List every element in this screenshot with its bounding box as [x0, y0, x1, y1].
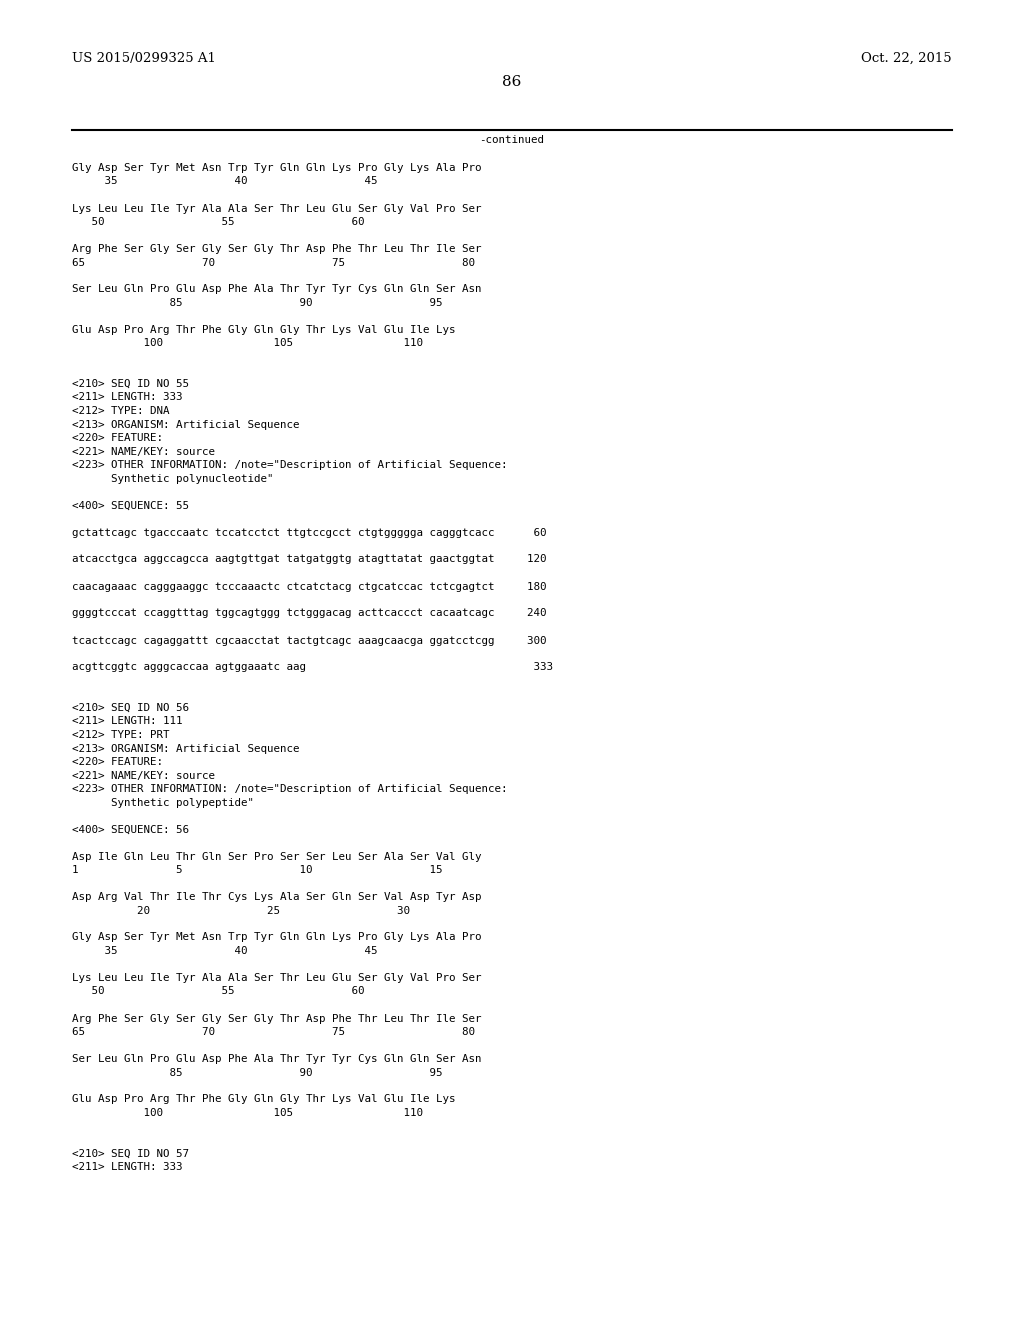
Text: 100                 105                 110: 100 105 110 — [72, 1107, 423, 1118]
Text: <223> OTHER INFORMATION: /note="Description of Artificial Sequence:: <223> OTHER INFORMATION: /note="Descript… — [72, 784, 508, 795]
Text: Gly Asp Ser Tyr Met Asn Trp Tyr Gln Gln Lys Pro Gly Lys Ala Pro: Gly Asp Ser Tyr Met Asn Trp Tyr Gln Gln … — [72, 932, 481, 942]
Text: 85                  90                  95: 85 90 95 — [72, 298, 442, 308]
Text: ggggtcccat ccaggtttag tggcagtggg tctgggacag acttcaccct cacaatcagc     240: ggggtcccat ccaggtttag tggcagtggg tctggga… — [72, 609, 547, 619]
Text: <210> SEQ ID NO 56: <210> SEQ ID NO 56 — [72, 704, 189, 713]
Text: <211> LENGTH: 111: <211> LENGTH: 111 — [72, 717, 182, 726]
Text: 100                 105                 110: 100 105 110 — [72, 338, 423, 348]
Text: 86: 86 — [503, 75, 521, 88]
Text: -continued: -continued — [479, 135, 545, 145]
Text: <400> SEQUENCE: 56: <400> SEQUENCE: 56 — [72, 825, 189, 834]
Text: 50                  55                  60: 50 55 60 — [72, 986, 365, 997]
Text: 35                  40                  45: 35 40 45 — [72, 177, 378, 186]
Text: atcacctgca aggccagcca aagtgttgat tatgatggtg atagttatat gaactggtat     120: atcacctgca aggccagcca aagtgttgat tatgatg… — [72, 554, 547, 565]
Text: caacagaaac cagggaaggc tcccaaactc ctcatctacg ctgcatccac tctcgagtct     180: caacagaaac cagggaaggc tcccaaactc ctcatct… — [72, 582, 547, 591]
Text: 50                  55                  60: 50 55 60 — [72, 216, 365, 227]
Text: Lys Leu Leu Ile Tyr Ala Ala Ser Thr Leu Glu Ser Gly Val Pro Ser: Lys Leu Leu Ile Tyr Ala Ala Ser Thr Leu … — [72, 203, 481, 214]
Text: <211> LENGTH: 333: <211> LENGTH: 333 — [72, 392, 182, 403]
Text: acgttcggtc agggcaccaa agtggaaatc aag                                   333: acgttcggtc agggcaccaa agtggaaatc aag 333 — [72, 663, 553, 672]
Text: <221> NAME/KEY: source: <221> NAME/KEY: source — [72, 446, 215, 457]
Text: <400> SEQUENCE: 55: <400> SEQUENCE: 55 — [72, 500, 189, 511]
Text: Synthetic polypeptide": Synthetic polypeptide" — [72, 797, 254, 808]
Text: Synthetic polynucleotide": Synthetic polynucleotide" — [72, 474, 273, 483]
Text: <221> NAME/KEY: source: <221> NAME/KEY: source — [72, 771, 215, 780]
Text: <220> FEATURE:: <220> FEATURE: — [72, 756, 163, 767]
Text: <223> OTHER INFORMATION: /note="Description of Artificial Sequence:: <223> OTHER INFORMATION: /note="Descript… — [72, 459, 508, 470]
Text: <213> ORGANISM: Artificial Sequence: <213> ORGANISM: Artificial Sequence — [72, 743, 299, 754]
Text: 85                  90                  95: 85 90 95 — [72, 1068, 442, 1077]
Text: 35                  40                  45: 35 40 45 — [72, 946, 378, 956]
Text: tcactccagc cagaggattt cgcaacctat tactgtcagc aaagcaacga ggatcctcgg     300: tcactccagc cagaggattt cgcaacctat tactgtc… — [72, 635, 547, 645]
Text: Asp Ile Gln Leu Thr Gln Ser Pro Ser Ser Leu Ser Ala Ser Val Gly: Asp Ile Gln Leu Thr Gln Ser Pro Ser Ser … — [72, 851, 481, 862]
Text: Oct. 22, 2015: Oct. 22, 2015 — [861, 51, 952, 65]
Text: Arg Phe Ser Gly Ser Gly Ser Gly Thr Asp Phe Thr Leu Thr Ile Ser: Arg Phe Ser Gly Ser Gly Ser Gly Thr Asp … — [72, 1014, 481, 1023]
Text: 65                  70                  75                  80: 65 70 75 80 — [72, 257, 475, 268]
Text: <211> LENGTH: 333: <211> LENGTH: 333 — [72, 1162, 182, 1172]
Text: <213> ORGANISM: Artificial Sequence: <213> ORGANISM: Artificial Sequence — [72, 420, 299, 429]
Text: <210> SEQ ID NO 57: <210> SEQ ID NO 57 — [72, 1148, 189, 1159]
Text: gctattcagc tgacccaatc tccatcctct ttgtccgcct ctgtggggga cagggtcacc      60: gctattcagc tgacccaatc tccatcctct ttgtccg… — [72, 528, 547, 537]
Text: <210> SEQ ID NO 55: <210> SEQ ID NO 55 — [72, 379, 189, 389]
Text: 20                  25                  30: 20 25 30 — [72, 906, 410, 916]
Text: Glu Asp Pro Arg Thr Phe Gly Gln Gly Thr Lys Val Glu Ile Lys: Glu Asp Pro Arg Thr Phe Gly Gln Gly Thr … — [72, 1094, 456, 1105]
Text: US 2015/0299325 A1: US 2015/0299325 A1 — [72, 51, 216, 65]
Text: 1               5                  10                  15: 1 5 10 15 — [72, 865, 442, 875]
Text: Ser Leu Gln Pro Glu Asp Phe Ala Thr Tyr Tyr Cys Gln Gln Ser Asn: Ser Leu Gln Pro Glu Asp Phe Ala Thr Tyr … — [72, 285, 481, 294]
Text: 65                  70                  75                  80: 65 70 75 80 — [72, 1027, 475, 1038]
Text: <220> FEATURE:: <220> FEATURE: — [72, 433, 163, 444]
Text: Arg Phe Ser Gly Ser Gly Ser Gly Thr Asp Phe Thr Leu Thr Ile Ser: Arg Phe Ser Gly Ser Gly Ser Gly Thr Asp … — [72, 244, 481, 253]
Text: Asp Arg Val Thr Ile Thr Cys Lys Ala Ser Gln Ser Val Asp Tyr Asp: Asp Arg Val Thr Ile Thr Cys Lys Ala Ser … — [72, 892, 481, 902]
Text: Lys Leu Leu Ile Tyr Ala Ala Ser Thr Leu Glu Ser Gly Val Pro Ser: Lys Leu Leu Ile Tyr Ala Ala Ser Thr Leu … — [72, 973, 481, 983]
Text: Gly Asp Ser Tyr Met Asn Trp Tyr Gln Gln Lys Pro Gly Lys Ala Pro: Gly Asp Ser Tyr Met Asn Trp Tyr Gln Gln … — [72, 162, 481, 173]
Text: <212> TYPE: DNA: <212> TYPE: DNA — [72, 407, 170, 416]
Text: <212> TYPE: PRT: <212> TYPE: PRT — [72, 730, 170, 741]
Text: Ser Leu Gln Pro Glu Asp Phe Ala Thr Tyr Tyr Cys Gln Gln Ser Asn: Ser Leu Gln Pro Glu Asp Phe Ala Thr Tyr … — [72, 1053, 481, 1064]
Text: Glu Asp Pro Arg Thr Phe Gly Gln Gly Thr Lys Val Glu Ile Lys: Glu Asp Pro Arg Thr Phe Gly Gln Gly Thr … — [72, 325, 456, 335]
